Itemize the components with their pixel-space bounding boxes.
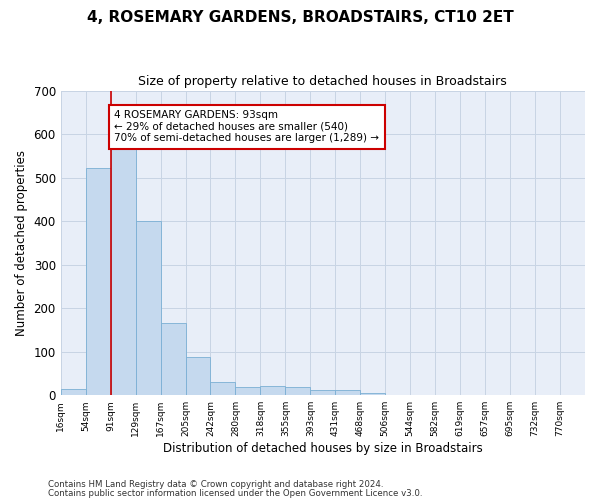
- Bar: [161, 324, 185, 395]
- Bar: [61, 389, 86, 395]
- Text: 4, ROSEMARY GARDENS, BROADSTAIRS, CT10 2ET: 4, ROSEMARY GARDENS, BROADSTAIRS, CT10 2…: [86, 10, 514, 25]
- Bar: [286, 387, 310, 395]
- Bar: [86, 168, 110, 395]
- Text: Contains public sector information licensed under the Open Government Licence v3: Contains public sector information licen…: [48, 490, 422, 498]
- Text: 4 ROSEMARY GARDENS: 93sqm
← 29% of detached houses are smaller (540)
70% of semi: 4 ROSEMARY GARDENS: 93sqm ← 29% of detac…: [115, 110, 379, 144]
- Bar: [110, 140, 136, 395]
- Bar: [310, 390, 335, 395]
- Bar: [235, 388, 260, 395]
- Title: Size of property relative to detached houses in Broadstairs: Size of property relative to detached ho…: [139, 75, 507, 88]
- Y-axis label: Number of detached properties: Number of detached properties: [15, 150, 28, 336]
- Bar: [260, 386, 286, 395]
- Bar: [335, 390, 360, 395]
- Bar: [360, 392, 385, 395]
- Bar: [211, 382, 235, 395]
- X-axis label: Distribution of detached houses by size in Broadstairs: Distribution of detached houses by size …: [163, 442, 483, 455]
- Text: Contains HM Land Registry data © Crown copyright and database right 2024.: Contains HM Land Registry data © Crown c…: [48, 480, 383, 489]
- Bar: [185, 357, 211, 395]
- Bar: [136, 220, 161, 395]
